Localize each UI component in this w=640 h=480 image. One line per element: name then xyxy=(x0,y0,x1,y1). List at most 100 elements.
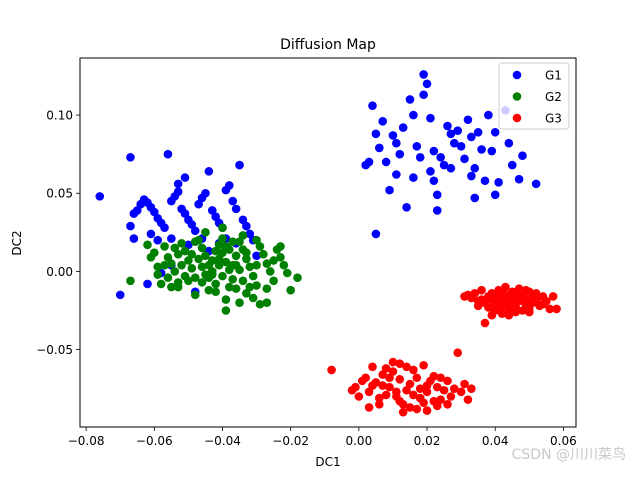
data-point xyxy=(231,204,241,214)
data-point xyxy=(279,260,289,270)
data-point xyxy=(511,307,520,317)
legend-label: G1 xyxy=(545,69,562,83)
data-point xyxy=(255,299,265,309)
data-point xyxy=(405,95,415,104)
data-point xyxy=(463,115,473,125)
data-point xyxy=(221,306,231,315)
data-point xyxy=(126,152,135,162)
data-point xyxy=(276,242,285,251)
data-point xyxy=(375,143,384,153)
data-point xyxy=(252,281,261,290)
data-point xyxy=(484,110,493,120)
data-point xyxy=(497,287,507,297)
data-point xyxy=(126,221,135,231)
data-point xyxy=(143,240,152,250)
data-point xyxy=(190,290,200,300)
data-point xyxy=(490,292,500,301)
data-point xyxy=(392,392,401,401)
data-point xyxy=(521,295,531,304)
data-point xyxy=(381,364,391,373)
data-point xyxy=(218,271,227,281)
data-point xyxy=(385,185,394,195)
data-point xyxy=(412,404,422,414)
data-point xyxy=(286,285,295,295)
data-point xyxy=(371,229,381,239)
data-point xyxy=(228,196,238,206)
data-point xyxy=(197,243,207,253)
data-point xyxy=(167,234,176,243)
data-point xyxy=(514,289,524,298)
data-point xyxy=(415,152,425,162)
data-point xyxy=(180,246,190,256)
legend-marker xyxy=(512,113,522,123)
data-point xyxy=(160,223,169,232)
data-point xyxy=(398,407,408,417)
data-point xyxy=(238,231,248,240)
data-point xyxy=(467,384,476,393)
data-point xyxy=(218,223,227,232)
data-point xyxy=(163,149,173,159)
legend: G1 G2 G3 xyxy=(498,62,570,130)
data-point xyxy=(378,117,388,126)
data-point xyxy=(153,270,163,279)
data-point xyxy=(426,167,435,176)
y-tick-label: 0.10 xyxy=(46,109,73,123)
data-point xyxy=(504,310,514,320)
data-point xyxy=(443,400,452,409)
data-point xyxy=(371,378,381,387)
data-point xyxy=(467,132,476,142)
data-point xyxy=(415,384,425,393)
data-point xyxy=(412,142,422,151)
data-point xyxy=(419,360,428,370)
data-point xyxy=(242,248,251,257)
data-point xyxy=(514,174,524,184)
data-point xyxy=(225,181,234,190)
data-point xyxy=(204,167,214,176)
legend-label: G3 xyxy=(545,112,562,126)
data-point xyxy=(429,176,439,186)
data-point xyxy=(228,274,238,284)
data-point xyxy=(252,235,261,245)
data-point xyxy=(470,289,480,298)
series-G3 xyxy=(327,282,561,417)
data-point xyxy=(242,289,251,298)
data-point xyxy=(507,160,517,170)
data-point xyxy=(146,253,156,262)
data-point xyxy=(167,282,176,292)
data-point xyxy=(480,176,490,186)
y-axis: −0.05 0.00 0.05 0.10 xyxy=(36,109,80,357)
data-point xyxy=(173,278,183,287)
legend-box xyxy=(498,62,570,130)
data-point xyxy=(211,246,220,256)
data-point xyxy=(95,192,105,201)
data-point xyxy=(470,193,480,203)
data-point xyxy=(173,187,183,196)
data-point xyxy=(548,292,558,301)
data-point xyxy=(378,381,388,390)
data-point xyxy=(531,295,541,304)
data-point xyxy=(262,259,272,268)
data-point xyxy=(293,273,302,282)
data-point xyxy=(160,242,169,251)
x-tick-label: −0.02 xyxy=(272,434,309,448)
data-point xyxy=(385,382,394,392)
data-point xyxy=(487,146,497,156)
y-tick-label: 0.05 xyxy=(46,187,73,201)
data-point xyxy=(395,149,405,159)
data-point xyxy=(197,262,207,272)
data-point xyxy=(265,267,275,276)
data-point xyxy=(180,271,190,281)
x-tick-label: 0.04 xyxy=(482,434,509,448)
data-point xyxy=(453,126,463,136)
data-point xyxy=(163,273,173,282)
data-point xyxy=(518,151,527,161)
y-axis-label: DC2 xyxy=(10,230,24,255)
data-point xyxy=(419,90,428,100)
data-point xyxy=(115,290,125,300)
x-tick-label: −0.06 xyxy=(136,434,173,448)
data-point xyxy=(487,310,497,320)
data-point xyxy=(432,190,442,200)
data-point xyxy=(422,387,432,397)
data-point xyxy=(190,226,200,236)
